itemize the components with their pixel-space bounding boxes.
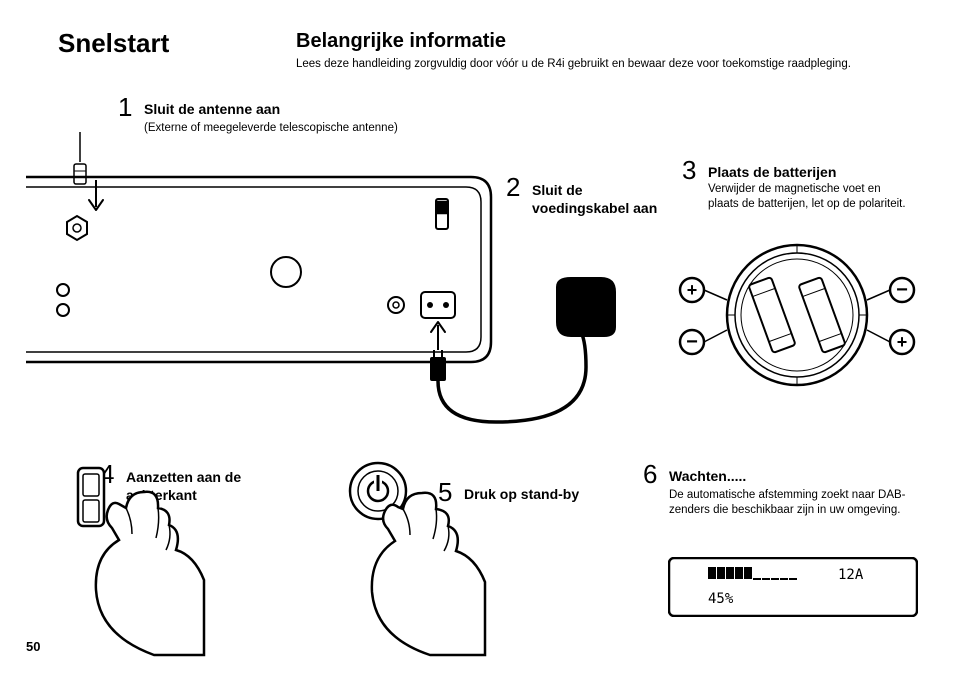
title-info: Belangrijke informatie [296, 30, 506, 53]
step-3-sub: Verwijder de magnetische voet en plaats … [708, 182, 908, 212]
lcd-percent: 45% [708, 591, 734, 607]
switch-hand-illustration [64, 460, 214, 660]
step-1-title: Sluit de antenne aan [144, 101, 280, 117]
step-3-title: Plaats de batterijen [708, 164, 836, 180]
step-1-num: 1 [118, 92, 132, 123]
subtitle-info: Lees deze handleiding zorgvuldig door vó… [296, 58, 851, 70]
title-snelstart: Snelstart [58, 28, 169, 59]
step-3-num: 3 [682, 155, 696, 186]
polarity-tl: + [687, 280, 698, 300]
lcd-channel: 12A [838, 567, 864, 583]
power-button-hand-illustration [330, 457, 490, 657]
lcd-display-illustration: 12A 45% [668, 557, 918, 617]
battery-compartment-illustration: + − − + [662, 230, 932, 400]
device-back-panel-illustration [26, 132, 656, 432]
polarity-bl: − [686, 331, 698, 353]
page-number: 50 [26, 639, 40, 654]
step-6-sub: De automatische afstemming zoekt naar DA… [669, 488, 909, 518]
polarity-br: + [897, 332, 908, 352]
step-6-num: 6 [643, 459, 657, 490]
polarity-tr: − [896, 279, 908, 301]
step-6-title: Wachten..... [669, 468, 746, 484]
